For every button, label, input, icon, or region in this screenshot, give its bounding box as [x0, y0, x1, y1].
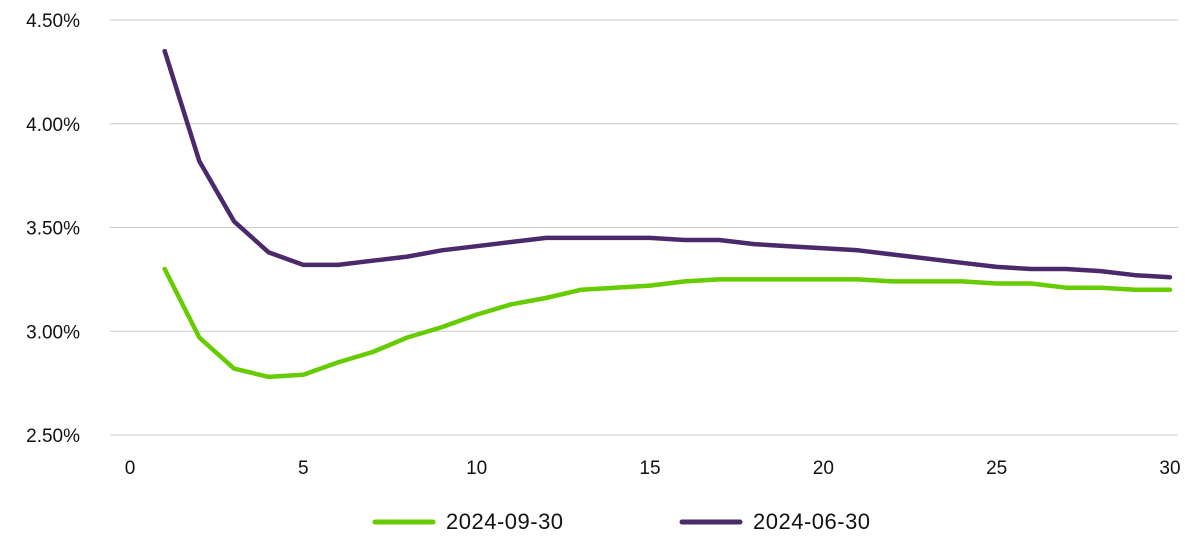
x-tick-label: 15: [639, 458, 660, 479]
y-tick-label: 3.00%: [26, 322, 80, 343]
legend-item: 2024-06-30: [679, 509, 871, 534]
series-line-2024-06-30: [162, 48, 1173, 280]
x-tick-label: 5: [298, 458, 309, 479]
y-tick-label: 4.50%: [26, 11, 80, 32]
y-tick-label: 3.50%: [26, 219, 80, 240]
series-line-2024-09-30: [162, 266, 1173, 380]
x-axis: 0 5 10 15 20 25 30: [125, 458, 1181, 479]
gridlines: [110, 19, 1178, 436]
y-axis: 2.50% 3.00% 3.50% 4.00% 4.50%: [26, 11, 80, 447]
legend-label: 2024-06-30: [753, 509, 871, 534]
legend: 2024-09-30 2024-06-30: [372, 509, 871, 534]
series-lines: [162, 48, 1173, 380]
legend-item: 2024-09-30: [372, 509, 564, 534]
x-tick-label: 25: [986, 458, 1007, 479]
x-tick-label: 0: [125, 458, 136, 479]
y-tick-label: 4.00%: [26, 115, 80, 136]
x-tick-label: 10: [466, 458, 487, 479]
x-tick-label: 30: [1159, 458, 1180, 479]
y-tick-label: 2.50%: [26, 426, 80, 447]
legend-label: 2024-09-30: [446, 509, 564, 534]
x-tick-label: 20: [813, 458, 834, 479]
